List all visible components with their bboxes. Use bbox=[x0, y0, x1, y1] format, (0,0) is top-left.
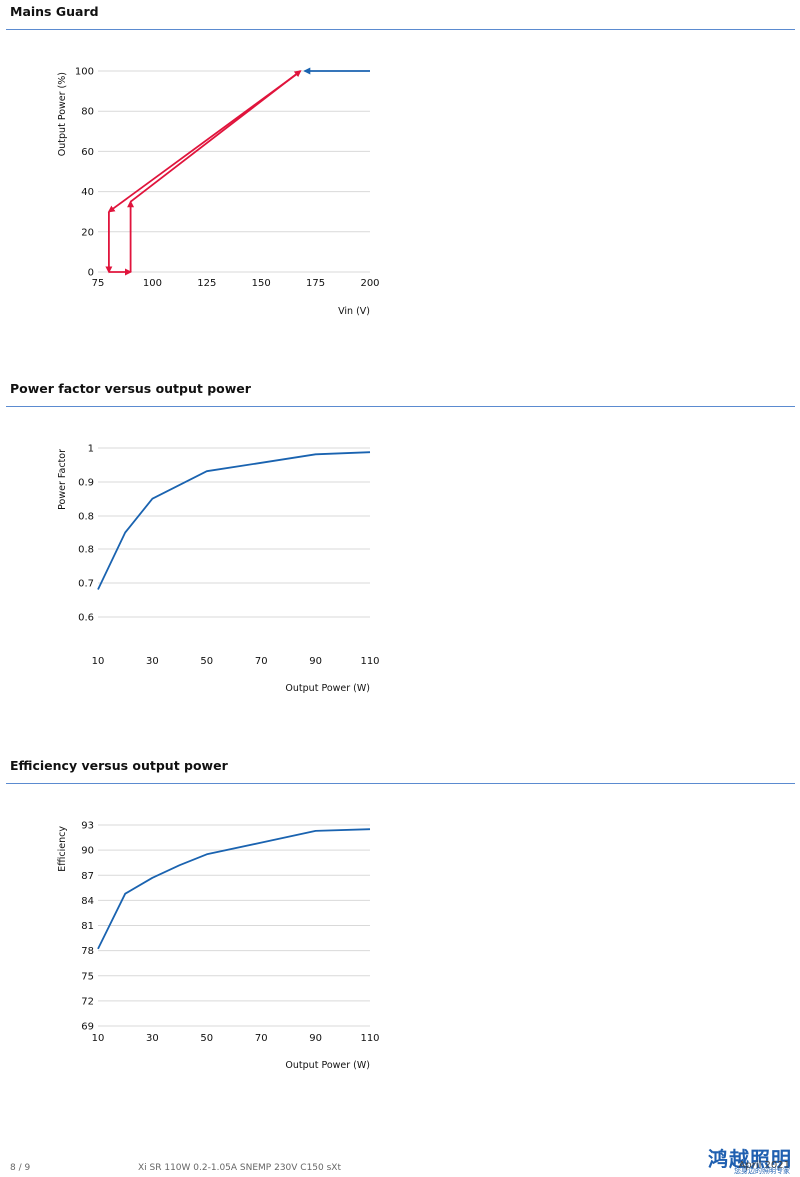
x-tick-label: 50 bbox=[200, 656, 213, 667]
series-line bbox=[130, 70, 302, 203]
y-tick-label: 87 bbox=[81, 871, 94, 882]
x-tick-label: 70 bbox=[255, 1033, 268, 1044]
y-tick-label: 78 bbox=[81, 946, 94, 957]
x-tick-label: 10 bbox=[92, 1033, 105, 1044]
brand-logo-tagline: 您身边的照明专家 bbox=[734, 1167, 790, 1175]
x-tick-label: 50 bbox=[200, 1033, 213, 1044]
section-divider bbox=[6, 783, 795, 784]
x-tick-label: 70 bbox=[255, 656, 268, 667]
y-axis-title: Efficiency bbox=[57, 826, 68, 872]
x-axis-title: Output Power (W) bbox=[285, 683, 370, 694]
y-tick-label: 0.8 bbox=[78, 545, 94, 556]
y-tick-label: 100 bbox=[75, 67, 94, 78]
y-tick-label: 80 bbox=[81, 107, 94, 118]
y-axis-title: Power Factor bbox=[57, 449, 68, 510]
power-factor-chart: 1 0.9 0.8 0.8 0.7 0.6 10 30 50 70 90 110 Output Powe… bbox=[57, 444, 380, 695]
section-title-mains-guard: Mains Guard bbox=[10, 4, 99, 19]
y-tick-label: 40 bbox=[81, 187, 94, 198]
section-divider bbox=[6, 29, 795, 30]
y-axis-title: Output Power (%) bbox=[57, 72, 68, 156]
y-tick-label: 75 bbox=[81, 971, 94, 982]
y-tick-label: 90 bbox=[81, 846, 94, 857]
page-number: 8 / 9 bbox=[10, 1163, 31, 1173]
y-tick-label: 60 bbox=[81, 147, 94, 158]
y-tick-label: 81 bbox=[81, 921, 94, 932]
y-tick-label: 20 bbox=[81, 227, 94, 238]
section-divider bbox=[6, 406, 795, 407]
y-tick-label: 0.6 bbox=[78, 613, 94, 624]
y-tick-label: 84 bbox=[81, 896, 94, 907]
x-tick-label: 30 bbox=[146, 1033, 159, 1044]
brand-logo: 鸿越照明 bbox=[708, 1147, 792, 1171]
x-tick-label: 100 bbox=[143, 278, 162, 289]
x-tick-label: 30 bbox=[146, 656, 159, 667]
x-tick-label: 90 bbox=[309, 1033, 322, 1044]
x-tick-label: 175 bbox=[306, 278, 325, 289]
x-tick-label: 125 bbox=[197, 278, 216, 289]
x-tick-label: 200 bbox=[360, 278, 379, 289]
x-tick-label: 150 bbox=[252, 278, 271, 289]
y-tick-label: 0 bbox=[88, 268, 94, 279]
x-tick-label: 110 bbox=[360, 1033, 379, 1044]
y-tick-label: 0.7 bbox=[78, 579, 94, 590]
y-tick-label: 1 bbox=[88, 444, 94, 455]
x-tick-label: 10 bbox=[92, 656, 105, 667]
section-title-power-factor: Power factor versus output power bbox=[10, 381, 251, 396]
efficiency-chart: 69 72 75 78 81 84 87 90 93 10 30 50 70 90 110 Output Po… bbox=[57, 821, 380, 1072]
x-tick-label: 110 bbox=[360, 656, 379, 667]
series-line bbox=[97, 451, 371, 590]
x-tick-label: 90 bbox=[309, 656, 322, 667]
series-line bbox=[97, 828, 371, 950]
y-tick-label: 72 bbox=[81, 996, 94, 1007]
x-axis-title: Vin (V) bbox=[338, 306, 370, 317]
section-title-efficiency: Efficiency versus output power bbox=[10, 758, 228, 773]
mains-guard-chart: 0 20 40 60 80 100 75 100 125 150 175 200 Vin (V) Outp… bbox=[57, 67, 380, 318]
y-tick-label: 69 bbox=[81, 1022, 94, 1033]
product-name: Xi SR 110W 0.2-1.05A SNEMP 230V C150 sXt bbox=[138, 1163, 341, 1173]
y-tick-label: 0.8 bbox=[78, 512, 94, 523]
y-tick-label: 0.9 bbox=[78, 478, 94, 489]
x-tick-label: 75 bbox=[92, 278, 105, 289]
publication-date: April 2021 bbox=[738, 1160, 790, 1171]
y-tick-label: 93 bbox=[81, 821, 94, 832]
x-axis-title: Output Power (W) bbox=[285, 1060, 370, 1071]
